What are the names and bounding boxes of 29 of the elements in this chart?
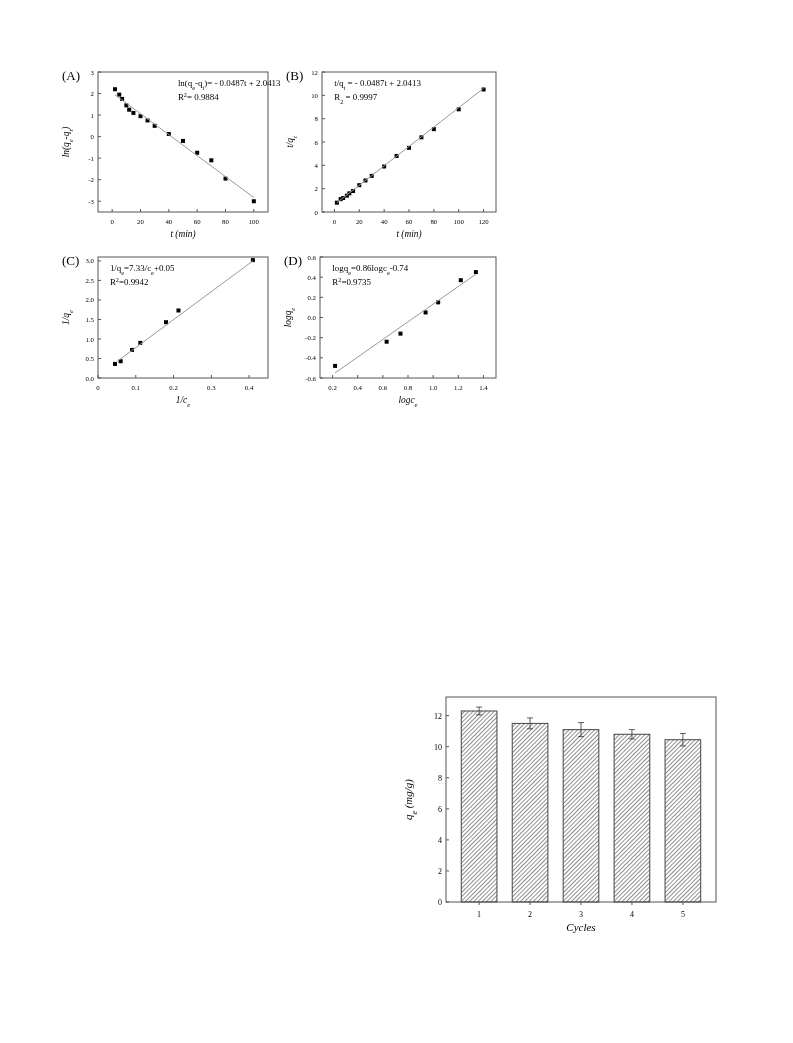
x-tick-label: 5 [680, 910, 685, 919]
annotation: R$^{2}$=0.9735 [332, 275, 372, 287]
y-tick-label: 12 [434, 711, 442, 721]
annotation: R$_{2}$ = 0.9997 [334, 92, 378, 105]
y-tick-label: 0 [438, 898, 442, 907]
y-tick-label: 8 [438, 773, 442, 783]
chart-title: (C) [62, 253, 80, 268]
x-tick-label: 2 [528, 910, 533, 919]
y-tick-label: 10 [434, 742, 442, 752]
x-axis-title: logc$_{e}$ [398, 394, 418, 408]
x-tick-label: 4 [629, 910, 634, 919]
x-axis-title: 1/c$_{e}$ [175, 394, 191, 408]
chart-title: (D) [284, 253, 303, 268]
annotation: logq$_{e}$=0.86logc$_{e}$-0.74 [332, 263, 409, 276]
y-tick-label: 2 [438, 866, 442, 876]
x-axis-title: t (min) [170, 228, 196, 240]
annotation: R$^{2}$=0.9942 [109, 275, 149, 287]
y-tick-label: 6 [438, 804, 442, 814]
annotation: ln(q$_{e}$-q$_{t}$)= - 0.0487t + 2.0413 [177, 78, 282, 91]
x-axis-title: Cycles [566, 921, 596, 933]
annotation: R$^{2}$= 0.9884 [177, 90, 220, 102]
y-tick-label: 4 [438, 835, 442, 845]
x-tick-label: 1 [477, 910, 482, 919]
chart-title: (B) [286, 68, 304, 83]
chart-title: (A) [62, 68, 81, 83]
x-axis-title: t (min) [396, 228, 422, 240]
annotation: t/q$_{t}$ = - 0.0487t + 2.0413 [334, 78, 422, 91]
x-tick-label: 3 [579, 910, 583, 919]
annotation: 1/q$_{e}$=7.33/c$_{e}$+0.05 [109, 263, 176, 276]
